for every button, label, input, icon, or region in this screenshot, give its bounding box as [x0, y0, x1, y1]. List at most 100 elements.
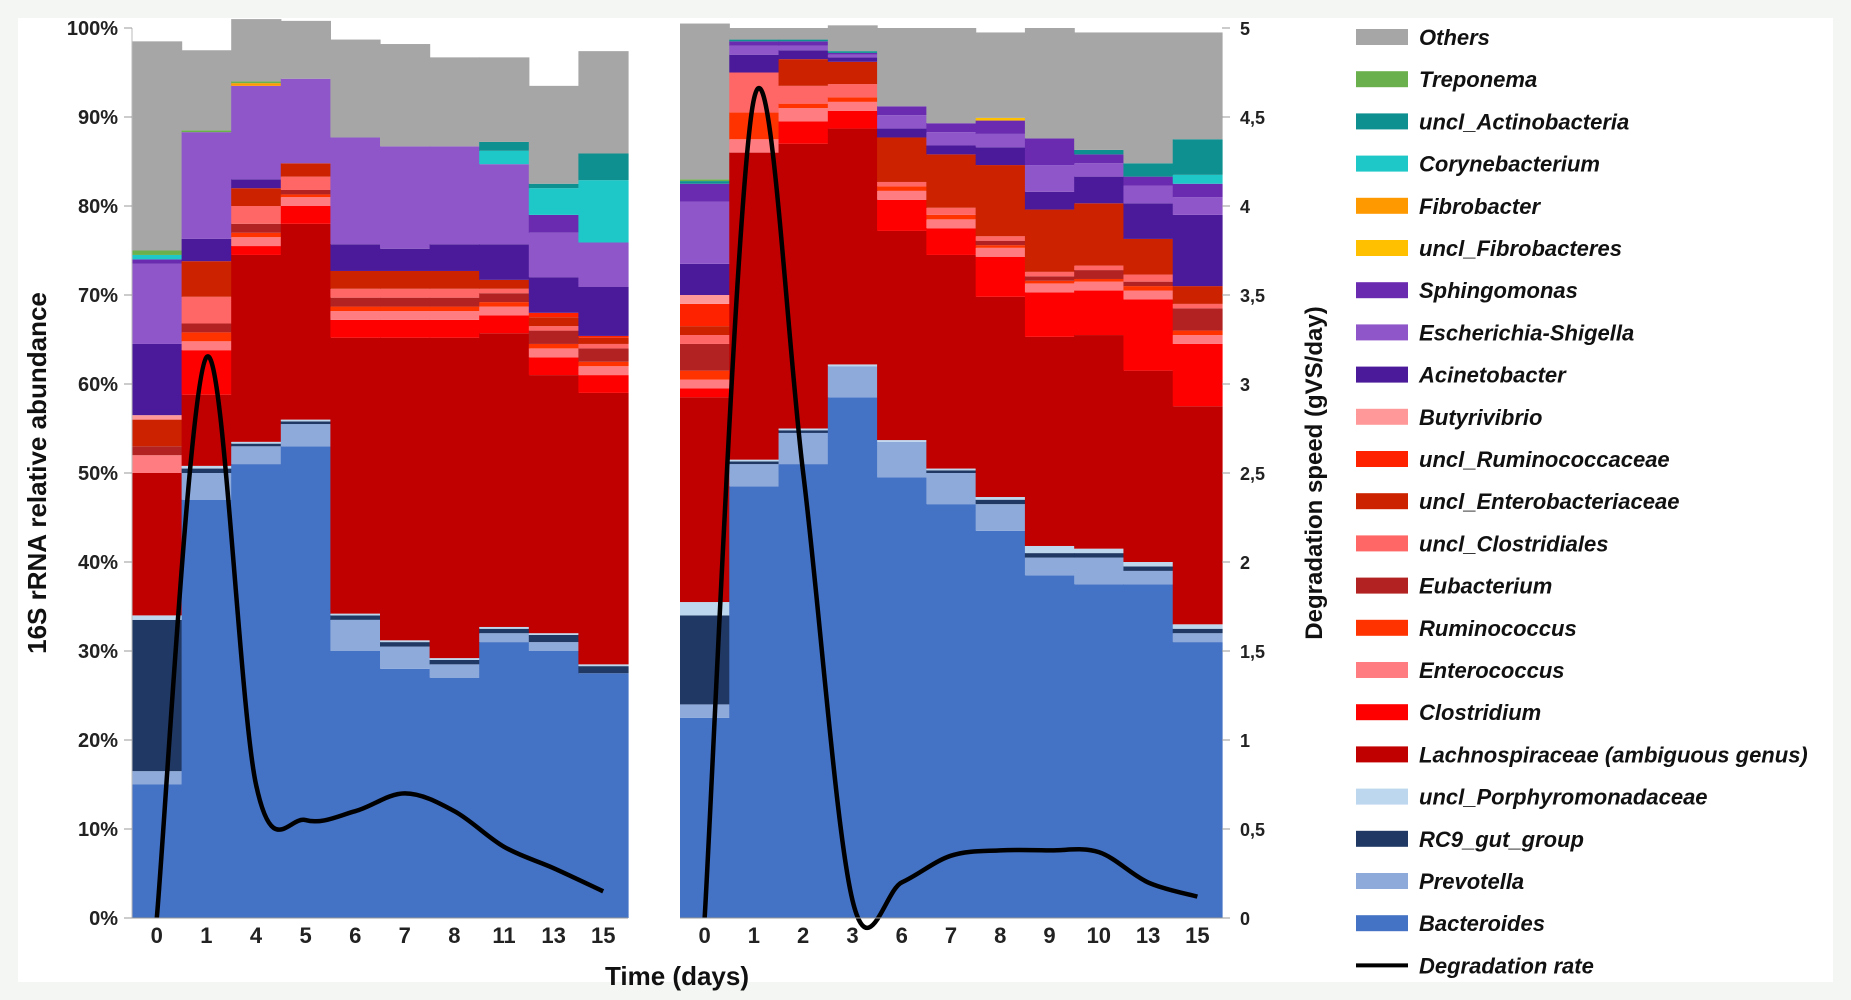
segment-uncl-porphyromonadaceae-day-3 — [827, 364, 878, 367]
segment-rc9-gut-group-day-13 — [1123, 566, 1174, 571]
segment-enterococcus-day-10 — [1074, 281, 1125, 291]
segment-uncl-clostridiales-day-5 — [280, 176, 331, 190]
segment-corynebacterium-day-11 — [479, 150, 530, 165]
segment-enterococcus-day-9 — [1024, 283, 1075, 293]
legend-swatch-escherichia-shigella — [1356, 324, 1408, 341]
x-tick-label: 4 — [250, 923, 263, 948]
segment-uncl-porphyromonadaceae-day-8 — [975, 497, 1026, 500]
x-tick-label: 2 — [797, 923, 809, 948]
x-tick-label: 1 — [748, 923, 760, 948]
segment-rc9-gut-group-day-7 — [926, 470, 977, 473]
segment-uncl-actinobacteria-day-2 — [778, 39, 829, 42]
x-tick-label: 15 — [1185, 923, 1209, 948]
segment-ruminococcus-day-15 — [578, 361, 629, 367]
x-tick-label: 6 — [349, 923, 361, 948]
legend-label: Degradation rate — [1419, 953, 1594, 978]
segment-uncl-clostridiales-day-6 — [330, 288, 381, 298]
segment-clostridium-day-5 — [280, 206, 331, 224]
segment-eubacterium-day-13 — [528, 330, 579, 344]
y2-tick-label: 3,5 — [1240, 286, 1265, 306]
x-tick-label: 1 — [200, 923, 212, 948]
x-tick-label: 0 — [699, 923, 711, 948]
segment-uncl-clostridiales-day-4 — [231, 206, 282, 224]
segment-clostridium-day-13 — [528, 357, 579, 376]
segment-enterococcus-day-1 — [729, 139, 780, 153]
x-tick-label: 5 — [299, 923, 311, 948]
legend-item-sphingomonas: Sphingomonas — [1356, 278, 1578, 303]
legend-label: Escherichia-Shigella — [1419, 320, 1634, 345]
segment-acinetobacter-day-11 — [479, 244, 530, 280]
segment-lachnospiraceae-ambiguous-genus-day-8 — [429, 337, 480, 659]
segment-sphingomonas-day-0 — [132, 259, 183, 264]
segment-rc9-gut-group-day-8 — [429, 659, 480, 665]
degradation-rate-line-panel-1 — [154, 354, 605, 919]
x-tick-label: 13 — [541, 923, 565, 948]
segment-escherichia-shigella-day-5 — [280, 78, 331, 164]
segment-eubacterium-day-13 — [1123, 281, 1174, 287]
legend-item-uncl-fibrobacteres: uncl_Fibrobacteres — [1356, 236, 1622, 261]
segment-uncl-clostridiales-day-8 — [429, 288, 480, 298]
x-tick-label: 8 — [994, 923, 1006, 948]
segment-uncl-porphyromonadaceae-day-0 — [132, 615, 183, 620]
segment-sphingomonas-day-3 — [827, 52, 878, 55]
segment-enterococcus-day-0 — [680, 379, 730, 389]
y-tick-label: 60% — [78, 374, 118, 396]
segment-bacteroides-day-3 — [827, 397, 878, 919]
x-tick-label: 11 — [492, 923, 515, 948]
segment-escherichia-shigella-day-8 — [429, 146, 480, 245]
segment-bacteroides-day-10 — [1074, 584, 1125, 918]
segment-uncl-ruminococcaceae-day-0 — [680, 303, 730, 327]
legend-item-fibrobacter: Fibrobacter — [1356, 194, 1541, 219]
x-tick-label: 13 — [1136, 923, 1160, 948]
legend-label: Prevotella — [1419, 869, 1524, 894]
segment-others-day-7 — [380, 44, 431, 147]
segment-escherichia-shigella-day-11 — [479, 164, 530, 245]
legend-item-clostridium: Clostridium — [1356, 700, 1541, 725]
segment-acinetobacter-day-4 — [231, 179, 282, 189]
legend-swatch-corynebacterium — [1356, 155, 1408, 172]
segment-acinetobacter-day-2 — [778, 50, 829, 60]
segment-clostridium-day-2 — [778, 121, 829, 144]
segment-clostridium-day-15 — [578, 375, 629, 393]
segment-uncl-actinobacteria-day-0 — [680, 181, 730, 184]
segment-sphingomonas-day-13 — [528, 214, 579, 233]
y2-tick-label: 1 — [1240, 731, 1250, 751]
segment-uncl-enterobacteriaceae-day-15 — [578, 337, 629, 344]
segment-uncl-clostridiales-day-15 — [578, 343, 629, 349]
segment-acinetobacter-day-8 — [975, 147, 1026, 166]
segment-uncl-clostridiales-day-15 — [1172, 303, 1223, 309]
x-tick-label: 0 — [151, 923, 163, 948]
segment-escherichia-shigella-day-8 — [975, 133, 1026, 148]
legend-swatch-rc9-gut-group — [1356, 830, 1408, 847]
segment-lachnospiraceae-ambiguous-genus-day-3 — [827, 128, 878, 365]
segment-uncl-ruminococcaceae-day-13 — [528, 312, 579, 318]
segment-eubacterium-day-0 — [680, 343, 730, 371]
segment-uncl-porphyromonadaceae-day-15 — [578, 664, 629, 667]
segment-sphingomonas-day-6 — [877, 106, 927, 116]
legend-label: Fibrobacter — [1419, 194, 1541, 219]
segment-fibrobacter-day-4 — [231, 83, 282, 86]
segment-enterococcus-day-6 — [330, 311, 381, 320]
segment-others-day-15 — [1172, 32, 1223, 140]
segment-prevotella-day-11 — [479, 633, 530, 643]
legend-item-uncl-ruminococcaceae: uncl_Ruminococcaceae — [1356, 447, 1670, 472]
segment-uncl-enterobacteriaceae-day-2 — [778, 59, 829, 86]
segment-ruminococcus-day-15 — [1172, 330, 1223, 336]
segment-lachnospiraceae-ambiguous-genus-day-7 — [926, 254, 977, 469]
legend-swatch-lachnospiraceae-ambiguous-genus — [1356, 746, 1408, 763]
segment-rc9-gut-group-day-7 — [380, 642, 431, 647]
segment-clostridium-day-10 — [1074, 290, 1125, 336]
segment-prevotella-day-7 — [926, 473, 977, 505]
segment-escherichia-shigella-day-1 — [729, 45, 780, 55]
segment-lachnospiraceae-ambiguous-genus-day-15 — [1172, 406, 1223, 625]
segment-uncl-enterobacteriaceae-day-9 — [1024, 209, 1075, 272]
y2-tick-label: 1,5 — [1240, 642, 1265, 662]
segment-rc9-gut-group-day-10 — [1074, 553, 1125, 558]
y-tick-label: 0% — [89, 908, 118, 930]
segment-prevotella-day-10 — [1074, 557, 1125, 585]
y2-tick-label: 4,5 — [1240, 108, 1265, 128]
legend-item-uncl-porphyromonadaceae: uncl_Porphyromonadaceae — [1356, 785, 1708, 810]
segment-sphingomonas-day-1 — [729, 41, 780, 46]
y-tick-label: 50% — [78, 463, 118, 485]
